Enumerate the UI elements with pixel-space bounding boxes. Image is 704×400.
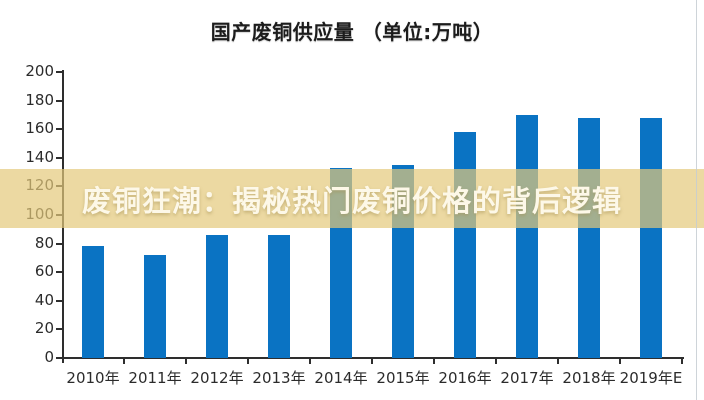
y-tick-label: 160 [25,119,54,138]
y-tick-label: 140 [25,147,54,166]
x-axis-tick [371,358,373,364]
chart-title: 国产废铜供应量 （单位:万吨） [210,20,494,44]
headline-overlay-text: 废铜狂潮：揭秘热门废铜价格的背后逻辑 [81,183,622,218]
x-tick-label: 2012年 [190,369,244,387]
y-axis-tick [56,328,62,331]
x-axis-tick [185,358,187,364]
y-axis-tick [56,299,62,302]
y-axis-tick [56,357,62,359]
y-axis-tick [56,156,62,159]
y-tick-label: 40 [34,290,54,309]
y-tick-label: 180 [25,90,54,109]
bar-2016年 [454,132,476,358]
x-axis-tick [309,358,311,364]
bar-2011年 [144,255,166,358]
x-tick-label: 2011年 [128,369,182,387]
y-tick-label: 80 [34,233,54,252]
bar-2019年E [640,117,662,358]
x-axis-line [62,357,684,359]
y-tick-label: 200 [25,62,54,80]
x-tick-label: 2018年 [562,369,616,387]
right-edge-divider [696,0,697,400]
x-tick-label: 2015年 [376,369,430,387]
bar-2017年 [516,114,538,358]
x-tick-label: 2010年 [66,369,120,387]
x-axis-tick [495,358,497,364]
x-tick-label: 2014年 [314,369,368,387]
y-tick-label: 20 [34,319,54,338]
y-tick-label: 0 [44,348,54,366]
x-tick-label: 2013年 [252,369,306,387]
y-axis-tick [56,242,62,245]
y-axis-tick [56,99,62,102]
x-axis-tick [619,358,621,364]
bar-2013年 [268,235,290,358]
y-tick-label: 60 [34,262,54,281]
y-axis-tick [56,128,62,131]
headline-overlay-band: 废铜狂潮：揭秘热门废铜价格的背后逻辑 [0,169,704,228]
x-tick-label: 2019年E [619,369,683,387]
y-axis-tick [56,271,62,274]
bar-2012年 [206,235,228,358]
x-tick-label: 2017年 [500,369,554,387]
bar-2010年 [82,246,104,358]
y-axis-tick [56,71,62,73]
x-axis-tick [123,358,125,364]
x-axis-tick [557,358,559,364]
x-axis-tick [681,358,683,364]
bar-2018年 [578,117,600,358]
x-tick-label: 2016年 [438,369,492,387]
x-axis-tick [433,358,435,364]
x-axis-tick [247,358,249,364]
